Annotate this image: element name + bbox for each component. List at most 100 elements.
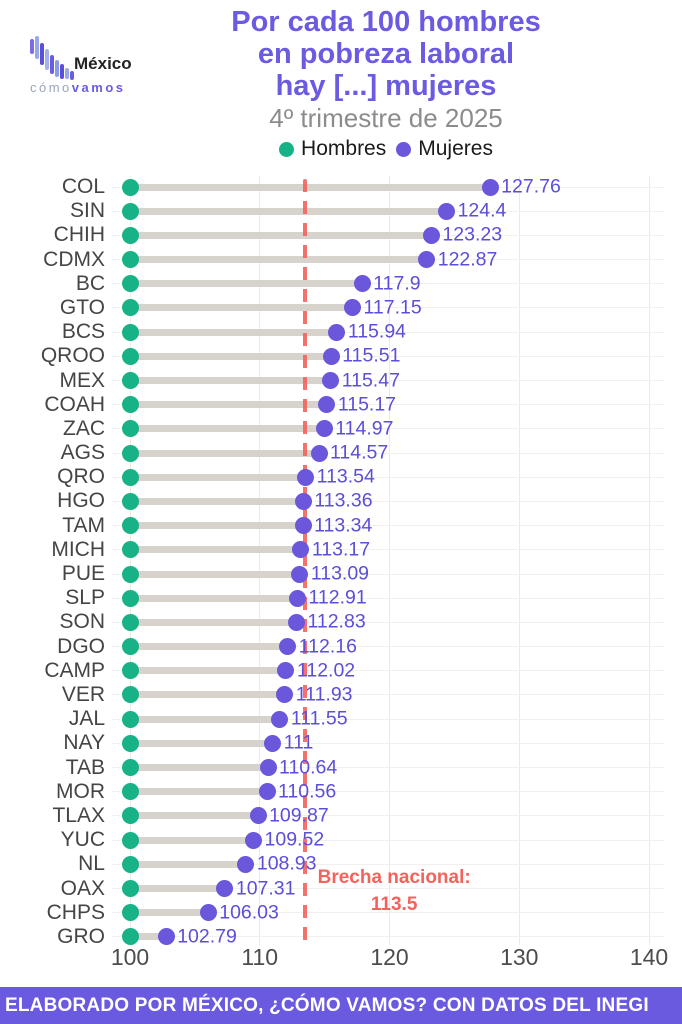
category-label: SIN — [69, 199, 105, 223]
value-label: 127.76 — [501, 175, 561, 198]
axis-tick-label: 140 — [629, 944, 669, 970]
men-dot — [121, 299, 139, 317]
men-dot — [121, 662, 139, 680]
category-label: CHPS — [46, 900, 105, 924]
axis-tick-label: 130 — [500, 944, 539, 970]
women-dot — [292, 541, 310, 559]
horizontal-gridline — [112, 912, 664, 914]
hombres-legend-dot-icon — [279, 141, 295, 157]
vertical-gridline — [648, 176, 650, 945]
legend-label-hombres: Hombres — [301, 137, 387, 160]
connector-line — [130, 667, 286, 675]
horizontal-gridline — [112, 718, 664, 720]
chart-title: Por cada 100 hombres en pobreza laboral … — [90, 6, 682, 102]
value-label: 114.57 — [330, 441, 389, 464]
category-label: HGO — [57, 489, 105, 513]
value-label: 113.34 — [314, 514, 373, 537]
category-label: NAY — [63, 731, 105, 755]
men-dot — [121, 686, 139, 704]
category-label: TLAX — [52, 803, 105, 827]
value-label: 117.9 — [373, 272, 421, 295]
connector-line — [130, 836, 254, 844]
category-label: CAMP — [44, 658, 105, 682]
logo-bar — [60, 64, 64, 79]
horizontal-gridline — [112, 525, 664, 527]
women-dot — [249, 807, 267, 825]
category-label: SON — [59, 610, 105, 634]
axis-tick-label: 100 — [110, 944, 150, 970]
connector-line — [130, 280, 363, 288]
connector-line — [130, 328, 337, 336]
men-dot — [121, 807, 139, 825]
category-label: NL — [78, 852, 105, 876]
horizontal-gridline — [112, 621, 664, 623]
category-label: MOR — [56, 779, 105, 803]
dumbbell-chart: 100 110 120 130 140 COL SIN CHIH CDMX BC GTO BCS QRO… — [41, 175, 669, 970]
connector-line — [130, 473, 306, 481]
horizontal-gridline — [112, 283, 664, 285]
connector-line — [130, 618, 297, 626]
value-label: 106.03 — [219, 901, 279, 924]
men-dot — [121, 831, 139, 849]
value-label: 109.87 — [269, 804, 329, 827]
category-label: QRO — [57, 465, 105, 489]
vertical-gridline — [389, 176, 390, 945]
value-label: 115.47 — [341, 369, 400, 392]
horizontal-gridline — [112, 815, 664, 817]
category-label: BC — [75, 271, 105, 295]
value-label: 113.17 — [311, 538, 371, 561]
value-label: 110.56 — [278, 780, 337, 803]
logo-tagline: cómovamos — [30, 80, 126, 95]
reference-annotation: Brecha nacional: 113.5 — [309, 864, 479, 918]
women-dot — [287, 613, 305, 631]
connector-line — [130, 207, 447, 215]
women-dot — [422, 226, 440, 244]
men-dot — [121, 759, 139, 777]
logo-bar — [65, 68, 69, 79]
category-label: VER — [61, 682, 105, 706]
men-dot — [121, 323, 139, 341]
logo-tagline-como: cómo — [30, 80, 72, 95]
horizontal-gridline — [112, 549, 664, 551]
connector-line — [130, 425, 325, 433]
horizontal-gridline — [112, 694, 664, 696]
connector-line — [130, 352, 332, 360]
men-dot — [121, 783, 139, 801]
women-dot — [259, 759, 277, 777]
category-label: CHIH — [53, 223, 105, 247]
men-dot — [121, 541, 139, 559]
connector-line — [130, 497, 304, 505]
women-dot — [310, 444, 328, 462]
horizontal-gridline — [112, 307, 664, 309]
connector-line — [130, 691, 285, 699]
category-label: JAL — [68, 707, 105, 731]
women-dot — [264, 734, 282, 752]
value-label: 113.09 — [310, 562, 370, 585]
axis-tick-label: 110 — [241, 944, 279, 970]
connector-line — [130, 522, 304, 530]
footer-bar: ELABORADO POR MÉXICO, ¿CÓMO VAMOS? CON D… — [0, 987, 682, 1024]
horizontal-gridline — [112, 863, 664, 865]
connector-line — [130, 812, 259, 820]
women-dot — [322, 347, 340, 365]
legend-item-hombres: Hombres — [279, 137, 386, 161]
category-label: CDMX — [43, 247, 105, 271]
connector-line — [130, 885, 225, 892]
value-label: 111.93 — [295, 683, 353, 706]
category-label: SLP — [65, 586, 105, 610]
logo-bar — [30, 39, 34, 54]
women-dot — [315, 420, 333, 438]
logo-wordmark: México — [74, 54, 132, 73]
horizontal-gridline — [112, 428, 664, 430]
connector-line — [130, 231, 432, 239]
women-dot — [216, 880, 234, 897]
women-dot — [289, 589, 306, 607]
connector-line — [130, 909, 209, 917]
value-label: 112.83 — [307, 610, 366, 633]
women-dot — [237, 855, 255, 873]
connector-line — [130, 570, 300, 578]
value-label: 123.23 — [442, 223, 503, 246]
horizontal-gridline — [112, 670, 664, 672]
women-dot — [157, 928, 175, 946]
connector-line — [130, 449, 320, 457]
